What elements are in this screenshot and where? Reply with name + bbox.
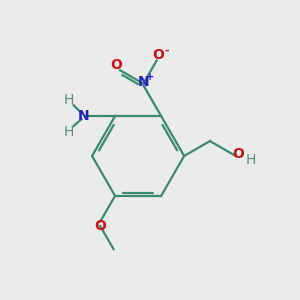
Text: O: O <box>94 219 106 233</box>
Text: H: H <box>64 93 74 107</box>
Text: +: + <box>146 72 154 82</box>
Text: H: H <box>245 153 256 167</box>
Text: -: - <box>165 46 170 56</box>
Text: O: O <box>233 148 244 161</box>
Text: N: N <box>137 75 149 89</box>
Text: H: H <box>64 124 74 139</box>
Text: N: N <box>78 109 90 123</box>
Text: O: O <box>152 48 164 62</box>
Text: O: O <box>110 58 122 72</box>
